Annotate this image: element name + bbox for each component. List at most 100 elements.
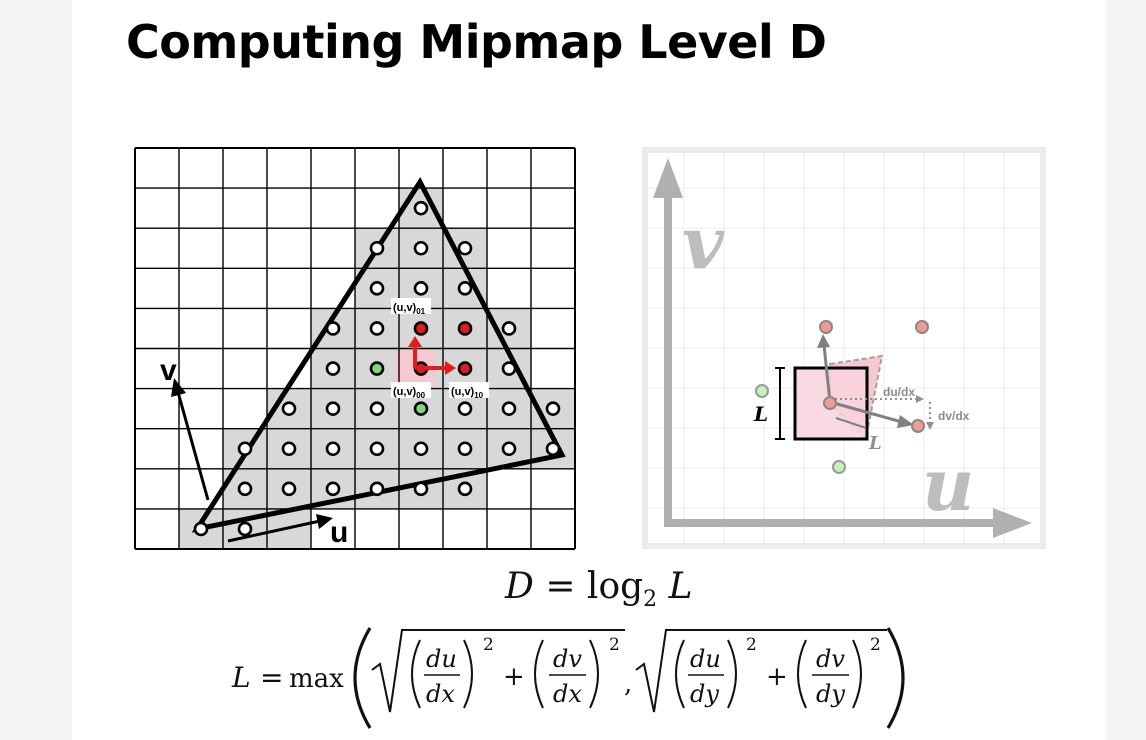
arrow-dv-dx-head <box>408 336 422 347</box>
exp-3: 2 <box>746 635 757 655</box>
sqrt-1 <box>371 629 625 713</box>
v-axis-arrow-head <box>171 378 186 397</box>
sample-point <box>457 481 473 497</box>
sample-point <box>457 361 473 376</box>
sample-10 <box>911 419 925 433</box>
sample-point <box>413 200 429 216</box>
sample-point <box>457 321 473 336</box>
u-axis-arrow <box>227 519 321 543</box>
du-dx-dotted-head <box>916 395 924 403</box>
dv-dx-dotted-head <box>926 422 934 430</box>
sample-point <box>457 401 473 416</box>
comma: , <box>624 669 632 699</box>
sample-point <box>281 481 297 497</box>
paren-r-1 <box>463 639 473 709</box>
sample-label-01: (u,v)01 <box>393 302 426 316</box>
sample-point <box>369 321 385 336</box>
sample-point <box>325 481 341 497</box>
paren-r-3 <box>727 639 737 709</box>
frac3-den: dy <box>690 680 719 708</box>
paren-l-3 <box>675 639 685 709</box>
label-box-10 <box>449 382 489 398</box>
eq1-log: = log <box>533 566 644 607</box>
label-box-00 <box>391 382 431 398</box>
paren-l-4 <box>797 639 807 709</box>
L-diag-line <box>835 417 867 429</box>
eq1-L: L <box>657 566 693 607</box>
sample-points <box>193 200 561 537</box>
big-paren-right <box>886 627 905 729</box>
sample-point <box>545 401 561 416</box>
sample-point <box>369 441 385 457</box>
sample-point <box>545 441 561 457</box>
texture-grid <box>648 153 1045 549</box>
sample-point <box>413 441 429 457</box>
eq1-sub: 2 <box>643 587 658 613</box>
sample-point <box>325 361 341 376</box>
u-axis-label: u <box>330 516 348 549</box>
eq1-D: D <box>505 566 534 607</box>
sample-point <box>237 441 253 457</box>
sample-point <box>369 361 385 376</box>
sample-11 <box>915 320 929 334</box>
sample-point <box>237 521 253 537</box>
sample-label-10: (u,v)10 <box>451 386 484 400</box>
plus-2: + <box>766 662 788 692</box>
dv-arrow <box>822 344 832 403</box>
sample-label-00: (u,v)00 <box>393 386 426 400</box>
u-axis-arrow-head <box>316 514 333 529</box>
sample-point <box>413 240 429 256</box>
v-axis-arrow <box>176 391 210 501</box>
sample-point <box>325 441 341 457</box>
sample-point <box>457 281 473 296</box>
du-arrow-head <box>897 415 914 428</box>
tex-u-axis-head <box>993 508 1032 538</box>
arrow-du-dx-head <box>445 361 456 375</box>
paren-l-1 <box>411 639 421 709</box>
sample-point <box>501 321 517 336</box>
eq2-L: L <box>231 661 251 694</box>
equation-D: D = log2 L <box>505 566 693 612</box>
paren-r-4 <box>852 639 862 709</box>
sample-point <box>413 281 429 296</box>
plus-1: + <box>503 662 525 692</box>
sample-point <box>237 481 253 497</box>
sqrt-2 <box>635 629 887 713</box>
sample-point <box>369 240 385 256</box>
sample-point <box>193 521 209 537</box>
tex-u-label: u <box>922 442 974 527</box>
frac2-den: dx <box>553 680 582 708</box>
sample-point <box>325 401 341 416</box>
eq2-max: max <box>289 664 344 694</box>
eq2-equals: = <box>260 661 283 694</box>
dv-arrow-head <box>817 334 830 348</box>
du-dx-label: du/dx <box>883 385 915 399</box>
sample-green-bottom <box>832 460 846 474</box>
exp-1: 2 <box>483 635 494 655</box>
sample-01 <box>819 320 833 334</box>
label-box-01 <box>391 298 431 314</box>
sample-point <box>457 441 473 457</box>
v-axis-label: v <box>160 354 177 387</box>
sample-point <box>457 240 473 256</box>
sample-point <box>325 321 341 336</box>
frac1-den: dx <box>426 680 455 708</box>
tex-v-axis-head <box>653 158 683 198</box>
sample-point <box>413 321 429 336</box>
exp-4: 2 <box>870 635 881 655</box>
dv-dx-label: dv/dx <box>938 409 970 423</box>
du-arrow <box>829 400 903 424</box>
sample-point <box>413 481 429 497</box>
paren-l-2 <box>534 639 544 709</box>
sample-point <box>369 281 385 296</box>
frac4-den: dy <box>816 680 845 708</box>
sample-point <box>501 401 517 416</box>
tex-v-label: v <box>682 200 725 285</box>
frac3-num: du <box>690 645 721 673</box>
L-diag-label: L <box>868 433 882 454</box>
frac4-num: dv <box>816 645 845 673</box>
sample-green-left <box>755 384 769 398</box>
